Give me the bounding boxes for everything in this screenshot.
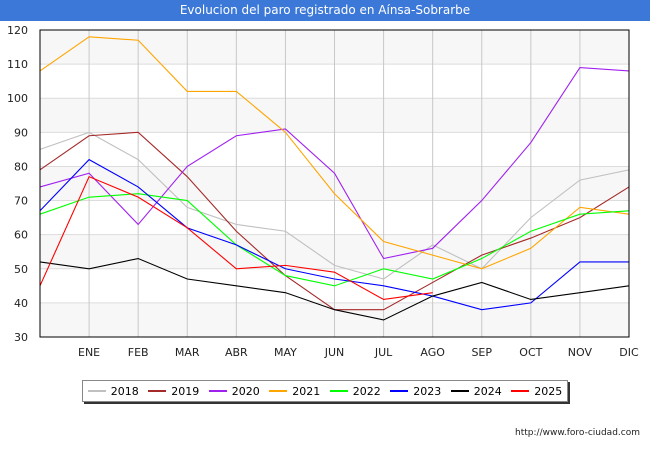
x-tick-label: AGO xyxy=(420,346,445,359)
series-line-2024 xyxy=(39,257,630,321)
source-url[interactable]: http://www.foro-ciudad.com xyxy=(515,428,640,438)
legend-label: 2019 xyxy=(171,384,200,398)
y-tick-label: 80 xyxy=(14,160,28,173)
series-line-2022 xyxy=(39,193,630,287)
series-line-2025 xyxy=(39,175,433,301)
legend-label: 2024 xyxy=(473,384,502,398)
x-tick-label: OCT xyxy=(519,346,542,359)
legend-swatch xyxy=(329,390,348,392)
legend-swatch xyxy=(390,390,409,392)
legend-swatch xyxy=(208,390,227,392)
series-line-2018 xyxy=(39,131,630,280)
y-tick-label: 110 xyxy=(7,58,28,71)
series-line-2021 xyxy=(39,36,630,270)
legend-label: 2021 xyxy=(292,384,321,398)
x-tick-label: FEB xyxy=(128,346,149,359)
legend-label: 2020 xyxy=(231,384,260,398)
legend-item-2025: 2025 xyxy=(511,385,562,398)
legend-swatch xyxy=(450,390,469,392)
legend-label: 2023 xyxy=(413,384,442,398)
y-tick-label: 30 xyxy=(14,331,28,344)
legend-item-2024: 2024 xyxy=(450,384,502,398)
y-tick-label: 40 xyxy=(14,297,28,310)
legend-label: 2022 xyxy=(352,384,381,398)
y-tick-label: 50 xyxy=(14,263,28,276)
legend: 2018 2019 2020 2021 2022 2023 2024 2025 xyxy=(82,380,568,402)
y-tick-label: 60 xyxy=(14,229,28,242)
legend-item-2022: 2022 xyxy=(329,384,381,398)
x-tick-label: MAR xyxy=(175,346,200,359)
chart-title: Evolucion del paro registrado en Aínsa-S… xyxy=(0,0,650,21)
legend-swatch xyxy=(269,390,288,392)
x-tick-label: NOV xyxy=(568,346,593,359)
x-tick-label: JUN xyxy=(324,346,345,359)
x-tick-label: SEP xyxy=(471,346,492,359)
legend-label: 2025 xyxy=(534,384,563,398)
plot-border xyxy=(39,29,630,338)
y-tick-label: 90 xyxy=(14,126,28,139)
legend-item-2021: 2021 xyxy=(269,385,320,398)
x-tick-label: JUL xyxy=(374,346,393,359)
legend-item-2018: 2018 xyxy=(87,384,139,398)
series-line-2020 xyxy=(39,66,630,260)
x-tick-label: DIC xyxy=(619,346,639,359)
legend-item-2019: 2019 xyxy=(148,385,199,398)
x-tick-label: MAY xyxy=(274,346,297,359)
y-tick-label: 100 xyxy=(7,92,28,105)
legend-swatch xyxy=(87,390,106,392)
legend-item-2023: 2023 xyxy=(390,385,441,398)
series-line-2023 xyxy=(39,158,629,311)
y-tick-label: 70 xyxy=(14,195,28,208)
y-tick-label: 120 xyxy=(7,24,28,37)
legend-label: 2018 xyxy=(110,384,139,398)
x-tick-label: ENE xyxy=(78,346,100,359)
x-tick-label: ABR xyxy=(225,346,248,359)
legend-item-2020: 2020 xyxy=(208,384,260,398)
legend-swatch xyxy=(511,390,530,392)
legend-swatch xyxy=(148,390,167,392)
